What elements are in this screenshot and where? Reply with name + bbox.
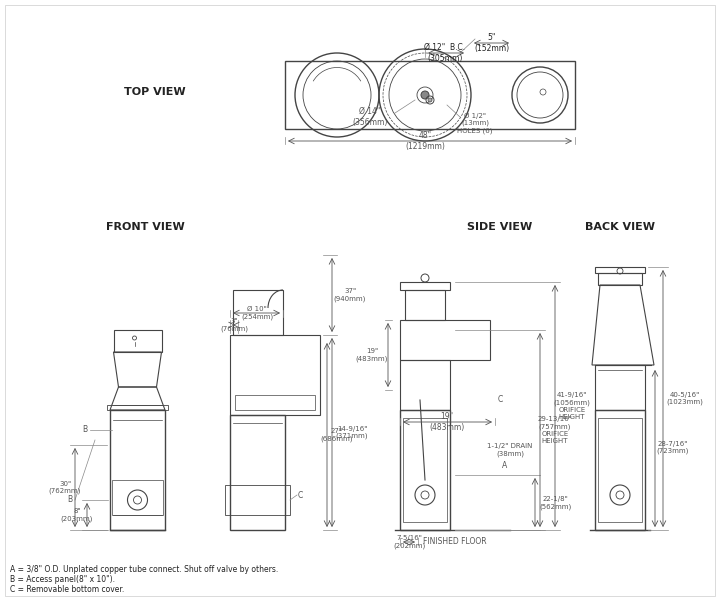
Text: 40-5/16"
(1023mm): 40-5/16" (1023mm) bbox=[667, 392, 703, 405]
Text: Ø 12"  B.C.
(305mm): Ø 12" B.C. (305mm) bbox=[424, 43, 466, 63]
Bar bbox=[225, 485, 290, 515]
Text: 29-13/16"
(757mm)
ORIFICE
HEIGHT: 29-13/16" (757mm) ORIFICE HEIGHT bbox=[538, 416, 572, 444]
Bar bbox=[400, 320, 490, 360]
Bar bbox=[114, 330, 161, 352]
Bar bbox=[230, 335, 320, 415]
Text: C = Removable bottom cover.: C = Removable bottom cover. bbox=[10, 585, 125, 594]
Text: 5"
(152mm): 5" (152mm) bbox=[474, 33, 509, 53]
Bar bbox=[405, 290, 445, 320]
Text: Ø 1/2"
(13mm)
HOLES (6): Ø 1/2" (13mm) HOLES (6) bbox=[457, 112, 492, 133]
Text: Ø 10"
(254mm): Ø 10" (254mm) bbox=[241, 307, 273, 320]
Circle shape bbox=[421, 91, 429, 99]
Bar bbox=[598, 273, 642, 285]
Text: 41-9/16"
(1056mm)
ORIFICE
HEIGHT: 41-9/16" (1056mm) ORIFICE HEIGHT bbox=[554, 392, 590, 419]
Text: 37"
(940mm): 37" (940mm) bbox=[334, 288, 366, 302]
Text: 48"
(1219mm): 48" (1219mm) bbox=[405, 131, 445, 151]
Bar bbox=[112, 480, 163, 515]
Text: B: B bbox=[68, 495, 73, 504]
Bar bbox=[595, 267, 645, 273]
Bar bbox=[230, 415, 285, 530]
Text: B = Access panel(8" x 10").: B = Access panel(8" x 10"). bbox=[10, 576, 115, 585]
Text: 1-1/2" DRAIN
(38mm): 1-1/2" DRAIN (38mm) bbox=[487, 444, 533, 457]
Text: TOP VIEW: TOP VIEW bbox=[124, 87, 186, 97]
Text: 22-1/8"
(562mm): 22-1/8" (562mm) bbox=[539, 496, 571, 510]
Text: Ø 14"
(356mm): Ø 14" (356mm) bbox=[352, 108, 387, 127]
Text: FRONT VIEW: FRONT VIEW bbox=[106, 222, 184, 232]
Text: FINISHED FLOOR: FINISHED FLOOR bbox=[423, 537, 487, 546]
Text: 19"
(483mm): 19" (483mm) bbox=[356, 348, 388, 362]
Text: 28-7/16"
(723mm): 28-7/16" (723mm) bbox=[657, 441, 689, 454]
Bar bbox=[400, 282, 450, 290]
Text: 3"
(76mm): 3" (76mm) bbox=[220, 319, 248, 332]
Text: SIDE VIEW: SIDE VIEW bbox=[467, 222, 533, 232]
Text: C: C bbox=[498, 395, 503, 404]
Bar bbox=[403, 418, 447, 522]
Bar bbox=[400, 360, 450, 410]
Text: BACK VIEW: BACK VIEW bbox=[585, 222, 655, 232]
Bar bbox=[598, 418, 642, 522]
Text: A: A bbox=[503, 460, 508, 469]
Text: 7-5/16"
(202mm): 7-5/16" (202mm) bbox=[393, 535, 425, 549]
Text: 14-9/16"
(371mm): 14-9/16" (371mm) bbox=[336, 426, 368, 439]
Text: B: B bbox=[82, 426, 88, 435]
Bar bbox=[285, 61, 575, 129]
Circle shape bbox=[428, 98, 432, 102]
Bar bbox=[233, 290, 283, 335]
Bar bbox=[595, 365, 645, 410]
Bar bbox=[110, 410, 165, 530]
Text: A = 3/8" O.D. Unplated copper tube connect. Shut off valve by others.: A = 3/8" O.D. Unplated copper tube conne… bbox=[10, 566, 278, 575]
Bar bbox=[235, 395, 315, 410]
Text: 19"
(483mm): 19" (483mm) bbox=[429, 412, 464, 432]
Bar bbox=[400, 410, 450, 530]
Text: 30"
(762mm): 30" (762mm) bbox=[49, 481, 81, 494]
Bar bbox=[107, 405, 168, 410]
Text: 27"
(686mm): 27" (686mm) bbox=[320, 429, 354, 442]
Text: 8"
(203mm): 8" (203mm) bbox=[60, 508, 93, 522]
Text: C: C bbox=[297, 490, 302, 499]
Bar bbox=[595, 410, 645, 530]
